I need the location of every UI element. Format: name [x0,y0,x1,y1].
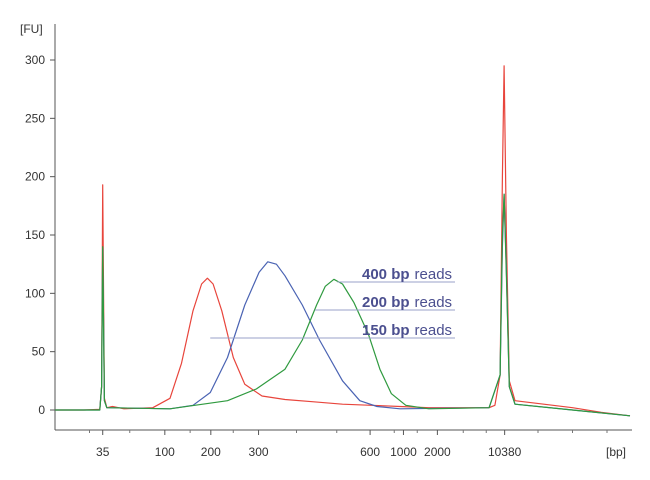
y-tick-label: 200 [25,170,45,184]
x-tick-label: 600 [360,445,380,459]
annotation-size: 200 bp [362,294,410,311]
y-tick-label: 300 [25,53,45,67]
annotation-label: 200 bp reads [362,294,452,311]
axes [54,24,632,431]
series-line-green [55,193,631,417]
series-lines [55,65,631,417]
annotation-size: 150 bp [362,322,410,339]
x-ticks: 35 100 200 300 600 1000 2000 10380 [89,430,608,459]
annotation-text: reads [415,294,453,311]
y-tick-label: 0 [38,403,45,417]
y-tick-label: 250 [25,111,45,125]
y-tick-label: 50 [32,345,46,359]
x-tick-label: 2000 [424,445,451,459]
x-axis-unit: [bp] [606,445,626,459]
annotations: 400 bp reads 200 bp reads 150 bp reads [210,266,455,339]
x-tick-label: 100 [155,445,175,459]
annotation-label: 150 bp reads [362,322,452,339]
x-tick-label: 300 [249,445,269,459]
y-tick-label: 100 [25,286,45,300]
series-line-blue [55,193,631,417]
annotation-size: 400 bp [362,266,410,283]
y-axis-unit: [FU] [20,22,43,36]
series-line-red [55,65,631,417]
x-tick-label: 35 [96,445,110,459]
x-tick-label: 200 [201,445,221,459]
x-tick-label: 1000 [390,445,417,459]
annotation-label: 400 bp reads [362,266,452,283]
annotation-text: reads [415,322,453,339]
y-tick-label: 150 [25,228,45,242]
x-tick-label: 10380 [488,445,522,459]
annotation-text: reads [415,266,453,283]
y-ticks: 0 50 100 150 200 250 300 [25,53,55,417]
